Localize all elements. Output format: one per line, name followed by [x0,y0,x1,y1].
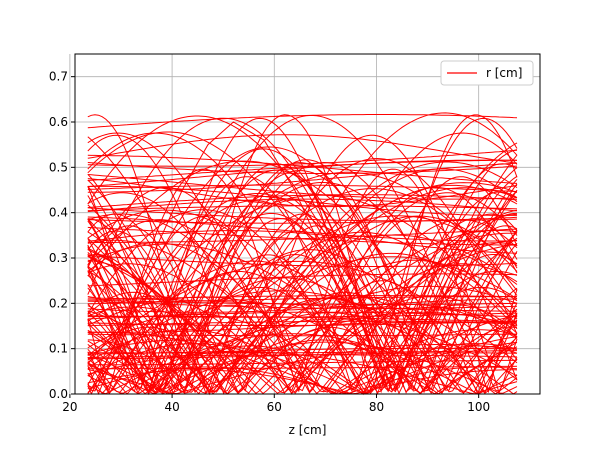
trajectory-line [87,117,518,395]
trajectory-line [87,134,518,395]
trajectory-line [87,194,518,365]
trajectory-line [87,297,518,394]
x-tick-label: 40 [164,400,179,414]
series-line [87,121,518,386]
x-tick-label: 20 [62,400,77,414]
trajectory-line [87,114,518,394]
y-tick-label: 0.2 [49,296,68,310]
trajectory-line [87,312,518,395]
trajectory-line [87,298,518,313]
trajectory-line [87,182,518,395]
axis-ticks: 20 40 60 80 100 0.0 0.1 0.2 0.3 0.4 0.5 0.6 0.7 [49,70,490,414]
trajectory-line [87,131,518,393]
trajectory-line [87,176,518,391]
trajectory-line [87,296,517,305]
trajectory-line [87,148,518,393]
trajectory-line [87,218,518,396]
x-tick-label: 60 [267,400,282,414]
trajectory-line [87,117,518,396]
trajectory-line [87,200,518,392]
legend: r [cm] [440,60,534,86]
trajectory-line [87,161,518,395]
trajectory-line [87,259,518,394]
legend-box [440,60,534,86]
x-axis-label: z [cm] [289,423,327,437]
trajectory-line [87,162,518,174]
trajectories [87,112,518,396]
y-tick-label: 0.0 [49,387,68,401]
y-tick-label: 0.6 [49,115,68,129]
y-tick-label: 0.1 [49,342,68,356]
trajectory-line [87,230,518,395]
trajectory-line [87,115,518,393]
trajectory-line [87,225,518,395]
y-tick-label: 0.3 [49,251,68,265]
trajectory-line [87,162,518,193]
trajectory-line [87,213,518,394]
trajectory-line [87,260,518,364]
y-tick-label: 0.5 [49,160,68,174]
trajectory-line [87,295,518,301]
y-tick-label: 0.4 [49,206,68,220]
trajectory-line [87,331,518,395]
trajectory-line [87,174,518,200]
trajectory-line [87,182,518,395]
axes-frame [74,53,541,395]
y-tick-label: 0.7 [49,70,68,84]
trajectory-line [87,171,518,395]
trajectory-line [87,242,518,393]
trajectory-line [87,159,517,181]
trajectory-line [87,163,518,395]
x-tick-label: 100 [467,400,490,414]
trajectory-line [87,112,518,393]
trajectory-line [87,170,518,395]
trajectory-line [87,285,518,394]
trajectory-line [87,159,518,392]
trajectory-line [87,146,518,395]
trajectory-line [87,369,518,395]
trajectory-line [87,243,518,395]
trajectory-line [87,326,518,395]
trajectory-line [87,168,518,393]
x-tick-label: 80 [369,400,384,414]
trajectory-line [87,149,518,167]
trajectory-line [87,161,518,393]
trajectory-line [87,290,518,395]
trajectory-line [87,132,518,392]
trajectory-line [87,300,518,309]
legend-label: r [cm] [486,66,522,80]
trajectory-line [87,333,518,337]
trajectory-line [87,134,518,164]
trajectory-line [87,212,518,395]
trajectory-line [87,114,518,129]
